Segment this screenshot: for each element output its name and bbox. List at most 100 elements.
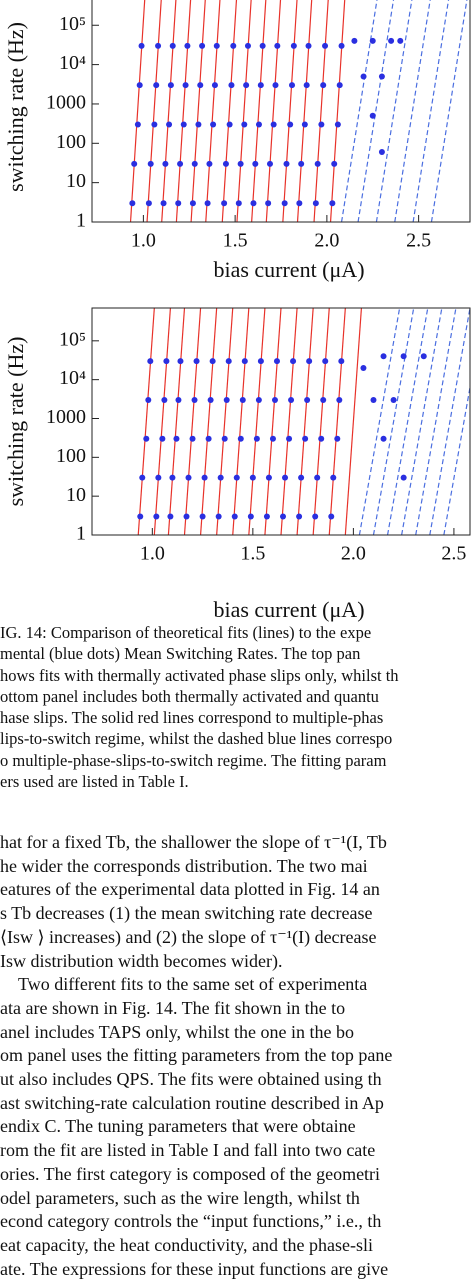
- fit-line: [296, 0, 313, 222]
- data-dot: [175, 396, 182, 403]
- text-line: rom the fit are listed in Table I and fa…: [0, 1140, 376, 1161]
- data-dot: [189, 435, 196, 442]
- data-dot: [274, 42, 281, 49]
- data-dot: [207, 396, 214, 403]
- fit-line: [329, 0, 346, 222]
- data-dot: [199, 513, 206, 520]
- data-dot: [147, 358, 154, 365]
- data-dot: [318, 121, 325, 128]
- data-dot: [369, 112, 376, 119]
- y-axis-title: switching rate (Hz): [3, 337, 28, 507]
- fit-line: [205, 0, 221, 222]
- data-dot: [298, 474, 305, 481]
- text-line: o multiple-phase-slips-to-switch regime.…: [0, 750, 387, 770]
- y-tick-label: 10: [66, 484, 86, 506]
- fit-line: [167, 308, 186, 535]
- data-dot: [252, 160, 259, 167]
- y-tick-label: 10⁴: [59, 52, 86, 74]
- x-tick-label: 1.5: [240, 543, 265, 565]
- data-dot: [167, 82, 174, 89]
- fit-line: [161, 0, 177, 222]
- fit-line: [251, 0, 267, 222]
- data-dot: [185, 474, 192, 481]
- data-dot: [289, 82, 296, 89]
- fit-line: [394, 0, 431, 222]
- data-dot: [222, 160, 229, 167]
- data-dot: [237, 160, 244, 167]
- data-dot: [269, 435, 276, 442]
- data-dot: [257, 358, 264, 365]
- chart-top: 1 10 100 1000 10⁴ 10⁵ 1.0 1.5 2.0 2.5 bias current…: [3, 0, 471, 282]
- fit-line: [375, 0, 413, 222]
- data-dot: [257, 82, 264, 89]
- data-dot: [259, 42, 266, 49]
- x-axis-title: bias current (μA): [213, 597, 364, 622]
- data-dot: [143, 435, 150, 442]
- text-line: ottom panel includes both thermally acti…: [0, 686, 379, 706]
- data-dot: [206, 160, 213, 167]
- data-dot: [189, 200, 196, 207]
- data-dot: [322, 358, 329, 365]
- fit-line: [412, 0, 450, 222]
- data-dot: [271, 396, 278, 403]
- data-dot: [155, 474, 162, 481]
- data-dot: [306, 358, 313, 365]
- fit-line: [175, 0, 192, 222]
- data-dot: [134, 121, 141, 128]
- data-dot: [167, 513, 174, 520]
- x-tick-label: 2.5: [406, 230, 431, 252]
- fit-line: [248, 308, 266, 535]
- data-dot: [138, 42, 145, 49]
- text-line: hows fits with thermally activated phase…: [0, 665, 399, 685]
- data-dot: [201, 474, 208, 481]
- fit-line: [183, 308, 202, 535]
- data-dot: [253, 435, 260, 442]
- text-line: ate. The expressions for these input fun…: [0, 1258, 389, 1279]
- data-dot: [129, 200, 136, 207]
- text-line: hase slips. The solid red lines correspo…: [0, 708, 384, 728]
- data-dot: [237, 435, 244, 442]
- data-dot: [360, 364, 367, 371]
- data-dot: [378, 73, 385, 80]
- data-dot: [380, 353, 387, 360]
- x-axis-title: bias current (μA): [213, 257, 364, 282]
- data-dot: [304, 396, 311, 403]
- fit-line: [265, 0, 282, 222]
- data-dot: [314, 474, 321, 481]
- data-dot: [286, 435, 293, 442]
- data-dot: [159, 435, 166, 442]
- fit-line: [340, 0, 378, 222]
- text-line: endix C. The tuning parameters that were…: [0, 1116, 356, 1137]
- data-dot: [400, 353, 407, 360]
- y-tick-label: 1000: [46, 406, 86, 428]
- data-dot: [197, 82, 204, 89]
- data-dot: [351, 37, 358, 44]
- data-dot: [280, 513, 287, 520]
- fit-line: [372, 308, 415, 535]
- fit-line: [216, 308, 234, 535]
- data-dot: [255, 396, 262, 403]
- y-tick-label: 1: [76, 523, 86, 545]
- chart-bottom: 1 10 100 1000 10⁴ 10⁵ 1.0 1.5 2.0 2.5 bias current…: [3, 307, 471, 622]
- fit-line: [296, 308, 314, 535]
- data-dot: [217, 474, 224, 481]
- text-line: eat capacity, the heat conductivity, and…: [0, 1234, 374, 1255]
- data-dot: [211, 82, 218, 89]
- data-dot: [175, 200, 182, 207]
- data-dot: [145, 396, 152, 403]
- data-dot: [160, 200, 167, 207]
- data-dot: [180, 121, 187, 128]
- data-dot: [318, 435, 325, 442]
- text-line: ut also includes QPS. The fits were obta…: [0, 1069, 382, 1090]
- y-tick-label: 1000: [46, 92, 86, 114]
- x-tick-label: 2.0: [314, 230, 339, 252]
- x-tick-label: 2.0: [341, 543, 366, 565]
- y-tick-label: 10: [66, 170, 86, 192]
- data-dot: [241, 121, 248, 128]
- fit-line: [129, 0, 146, 222]
- data-dot: [320, 396, 327, 403]
- data-dot: [250, 200, 257, 207]
- data-dot: [331, 160, 338, 167]
- data-dot: [153, 513, 160, 520]
- fit-line: [386, 308, 429, 535]
